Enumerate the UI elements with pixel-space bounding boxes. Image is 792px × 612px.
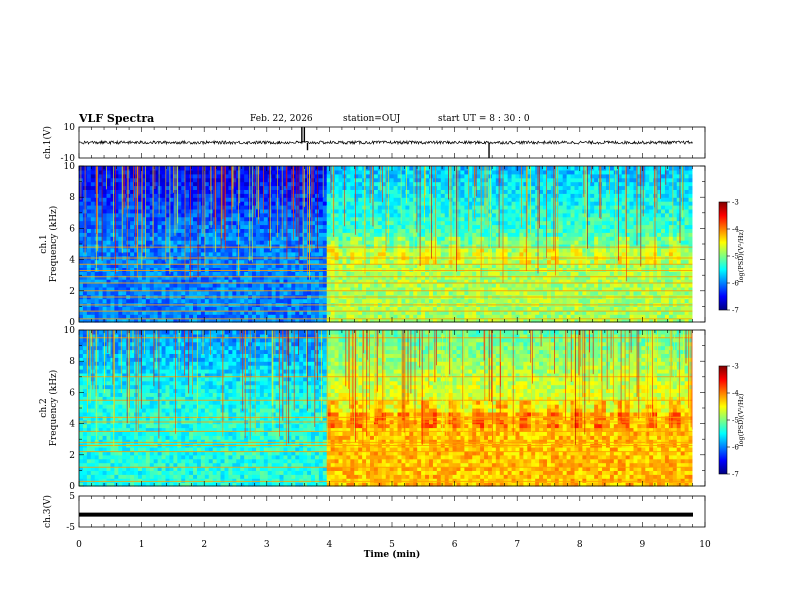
x-tick-label: 10 [699,540,711,550]
ch1-colorbar [718,201,728,311]
y-axis-label: ch.1 [39,234,49,253]
y-tick-label: 10 [64,326,76,336]
colorbar-tick-label: -4 [732,226,739,234]
y-tick-label: 2 [69,451,75,461]
ch1-trace [78,139,693,146]
x-tick-label: 0 [76,540,82,550]
y-tick-label: 2 [69,287,75,297]
colorbar-tick-label: -3 [732,199,739,207]
y-tick-label: -10 [61,154,76,164]
x-tick-label: 6 [452,540,458,550]
y-tick-label: 0 [69,482,75,492]
y-tick-label: 4 [69,420,75,430]
y-axis-label: Frequency (kHz) [48,206,59,283]
x-tick-label: 7 [514,540,520,550]
ch2-colorbar [718,365,728,475]
no-data-region [692,166,705,322]
y-tick-label: 6 [69,388,75,398]
y-tick-label: 4 [69,256,75,266]
colorbar-label: log(PSD)(V²/Hz) [737,229,745,282]
x-tick-label: 3 [264,540,270,550]
x-tick-label: 9 [640,540,646,550]
colorbar-tick-label: -3 [732,363,739,371]
ch1-waveform [78,127,693,158]
y-axis-label: Frequency (kHz) [48,370,59,447]
y-tick-label: 10 [64,162,76,172]
x-axis-label: Time (min) [364,549,421,560]
x-tick-label: 8 [577,540,583,550]
x-tick-label: 1 [139,540,145,550]
x-tick-label: 2 [201,540,207,550]
y-tick-label: 8 [69,193,75,203]
colorbar-tick-label: -6 [732,444,739,452]
y-axis-label: ch.2 [39,398,49,417]
y-tick-label: 8 [69,357,75,367]
y-tick-label: 0 [69,318,75,328]
colorbar-tick-label: -5 [732,417,739,425]
y-tick-label: -5 [66,523,75,533]
y-axis-label: ch.3(V) [42,495,53,528]
colorbar-tick-label: -7 [732,471,739,479]
y-axis-label: ch.1(V) [42,126,53,159]
colorbar-label: log(PSD)(V²/Hz) [737,393,745,446]
ch1-spectrogram [79,166,705,323]
y-tick-label: 6 [69,224,75,234]
x-tick-label: 4 [327,540,333,550]
colorbar-tick-label: -7 [732,307,739,315]
y-tick-label: 10 [64,123,76,133]
y-tick-label: 5 [69,492,75,502]
no-data-region [692,330,705,486]
colorbar-tick-label: -4 [732,390,739,398]
start-ut-label: start UT = 8 : 30 : 0 [438,114,530,124]
x-tick-label: 5 [389,540,395,550]
date-label: Feb. 22, 2026 [250,114,313,124]
station-label: station=OUJ [343,114,401,124]
ch2-spectrogram [79,330,705,487]
colorbar-tick-label: -6 [732,280,739,288]
colorbar-tick-label: -5 [732,253,739,261]
chart-title: VLF Spectra [79,112,155,125]
